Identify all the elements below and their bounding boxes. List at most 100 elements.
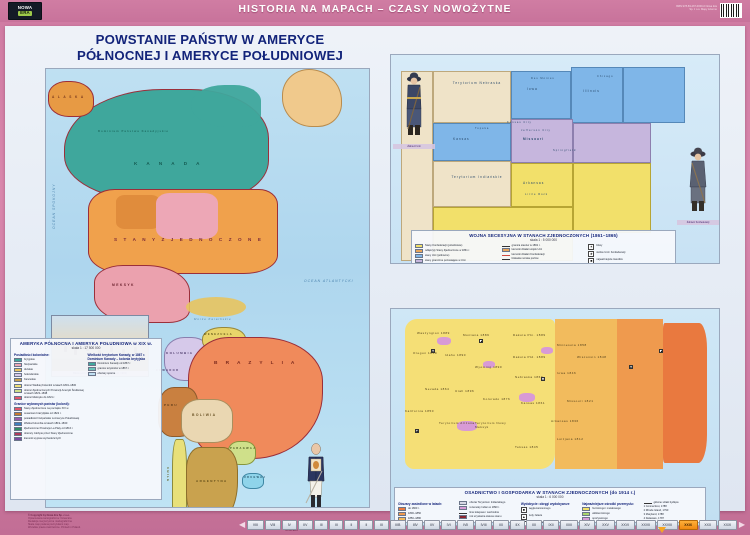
page-navigation-strip[interactable]: ◀ VIII VIII IV IIV III III II II III IIIB IIIV IIV I…	[238, 518, 746, 532]
label-missouri: Missouri	[523, 137, 545, 141]
nav-tab-24[interactable]: XXVII	[635, 520, 656, 530]
nav-tab-22[interactable]: XXV	[596, 520, 615, 530]
legend-item: kierunki działań wojsk Unii	[501, 248, 586, 253]
capital-icon: ★	[588, 251, 595, 257]
legend-civil-col3: ✶ bitwy ★ stolice Unii i Konfederacji ■ …	[588, 244, 672, 263]
credits-line-1: © Copyright by Nowa Era Sp. z o.o.	[28, 514, 70, 517]
legend-label: najważniejsze twierdze	[596, 258, 623, 261]
legend-line	[459, 513, 468, 514]
legend-item: posiadłości hiszpańskie w Ameryce Połudn…	[14, 417, 85, 422]
nav-tab-28[interactable]: XXXI	[717, 520, 737, 530]
nav-tab-11[interactable]: IIIV	[407, 520, 424, 530]
nav-tab-23[interactable]: XXVI	[615, 520, 635, 530]
legend-swatch	[14, 368, 22, 372]
nav-tab-16[interactable]: IIX	[493, 520, 509, 530]
legend-item: 2 Rhode Island, 1790	[644, 509, 702, 512]
nav-tab-21[interactable]: XIV	[578, 520, 596, 530]
territory-nebraska	[433, 71, 511, 123]
illustration-bolivar[interactable]: Simón Bolívar, przywódca walk o niepodle…	[298, 441, 334, 507]
nav-tab-4[interactable]: IIV	[297, 520, 314, 530]
illustration-union-soldier[interactable]: Żołnierz Unii	[393, 67, 435, 149]
nav-tab-15[interactable]: IVIII	[474, 520, 493, 530]
nav-tab-20[interactable]: IXIII	[560, 520, 578, 530]
legend-item: stany Unii (północne)	[415, 254, 499, 258]
label-arkansas: Arkansas 1836	[551, 419, 579, 423]
reservation-area	[483, 361, 495, 368]
legend-swatch	[415, 249, 423, 253]
nav-tab-25[interactable]: XXVIII	[656, 520, 678, 530]
header-title: HISTORIA NA MAPACH – CZASY NOWOŻYTNE	[238, 3, 512, 15]
legend-line	[501, 255, 510, 257]
reservation-area	[541, 347, 553, 354]
label-nebraska: Nebraska 1867	[515, 375, 544, 379]
nav-tab-27[interactable]: XXX	[698, 520, 717, 530]
bolivar-figure-icon	[305, 443, 325, 507]
battle-icon: ✶	[588, 244, 595, 250]
nav-tab-18[interactable]: IXI	[526, 520, 542, 530]
legend-item: ■ węgla kamiennego	[520, 507, 579, 513]
ocean-label-caribbean: Morze Karaibskie	[194, 317, 232, 321]
nav-tab-10[interactable]: IIIB	[389, 520, 407, 530]
legend-item: obszary sporne	[87, 372, 159, 376]
nav-tab-26[interactable]: XXIX	[678, 520, 698, 530]
label-des-moines: Des Moines	[531, 77, 555, 80]
landmass-mexico	[94, 265, 190, 323]
illustration-confederate-soldier[interactable]: Żołnierz Konfederacji	[677, 143, 719, 225]
legend-swatch	[582, 512, 591, 516]
nav-tab-7[interactable]: II	[344, 520, 359, 530]
legend-swatch	[14, 384, 22, 388]
label-minnesota: Minnesota 1858	[557, 343, 587, 347]
legend-swatch	[14, 407, 22, 412]
country-label-dominion: Dominium Państwa Kanadyjskie	[98, 129, 169, 133]
legend-label: francuskie	[24, 378, 36, 381]
legend-swatch	[415, 254, 423, 258]
country-label-alaska: A L A S K A	[52, 95, 85, 99]
legend-item: odłączyły Stany Zjednoczone w 1861 r.	[415, 249, 499, 253]
legend-item: Zjednoczone Prowincje La Platy od 1816 r…	[14, 427, 85, 432]
legend-swatch	[398, 512, 406, 516]
nav-tab-6[interactable]: III	[329, 520, 344, 530]
nav-tab-2[interactable]: VIII	[264, 520, 282, 530]
nav-tab-1[interactable]: VIII	[247, 520, 264, 530]
nav-tab-14[interactable]: IVII	[457, 520, 474, 530]
nav-tab-5[interactable]: III	[314, 520, 329, 530]
nav-tab-9[interactable]: III	[374, 520, 389, 530]
union-soldier-caption: Żołnierz Unii	[393, 144, 435, 149]
reservation-area	[519, 393, 535, 402]
legend-item: linie kolejowe i wschodnie	[459, 511, 517, 514]
settlement-band-1850-1880	[555, 319, 617, 469]
country-label-canada: K A N A D A	[134, 161, 204, 166]
legend-label: stany graniczne pozostające w Unii	[425, 259, 466, 262]
legend-label: odłączyły Stany Zjednoczone w 1861 r.	[425, 249, 470, 252]
state-missouri	[511, 119, 573, 163]
legend-swatch	[14, 373, 22, 377]
nav-tab-3[interactable]: IV	[282, 520, 297, 530]
confederate-soldier-icon	[689, 147, 707, 211]
reservation-area	[457, 421, 477, 431]
nav-tab-8[interactable]: II	[359, 520, 374, 530]
logo-line1: NOWA	[17, 5, 33, 11]
state-illinois	[571, 67, 623, 123]
legend-label: cesarstwo brazylijskie od 1822 r.	[24, 412, 62, 416]
legend-label: 1850–1880	[408, 517, 421, 520]
nav-tab-17[interactable]: IIX	[509, 520, 526, 530]
legend-item: 1800–1850	[398, 512, 456, 516]
legend-economy-title: OSADNICTWO I GOSPODARKA W STANACH ZJEDNO…	[464, 490, 636, 495]
map-civil-war[interactable]: Terytorium Nebraska Terytorium Indiański…	[390, 54, 720, 264]
nav-tab-19[interactable]: IXII	[542, 520, 560, 530]
legend-swatch	[87, 362, 96, 366]
legend-swatch	[14, 396, 22, 401]
label-territory-indian: Terytorium Indiańskie	[451, 175, 503, 179]
country-label-paraguay: PARAGWAJ	[230, 447, 256, 450]
nav-next-arrow[interactable]: ▶	[738, 520, 746, 529]
landmass-usa-west	[116, 195, 160, 229]
nav-tab-13[interactable]: IVI	[440, 520, 457, 530]
nav-prev-arrow[interactable]: ◀	[239, 520, 246, 529]
legend-item: Dominium Kanady od 1867 r.	[87, 362, 159, 366]
gold-icon: ◆	[415, 429, 419, 433]
legend-label: obszar Zjednoczonych Prowincji Ameryki Ś…	[24, 389, 84, 396]
nav-tab-12[interactable]: IIV	[424, 520, 440, 530]
map-economy[interactable]: ■ ▲ ● ◆ ■ ▲ Waszyngton 1889 Montana 1889…	[390, 308, 720, 526]
landmass-alaska	[48, 81, 94, 117]
coal-icon: ■	[431, 349, 435, 353]
